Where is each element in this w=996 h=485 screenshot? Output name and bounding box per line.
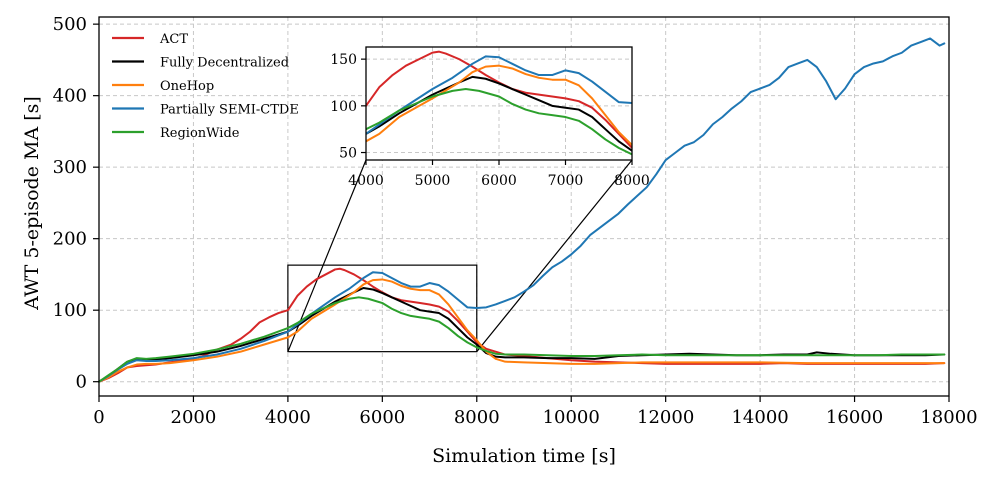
inset-x-tick-label: 4000	[348, 173, 384, 189]
x-tick-label: 2000	[171, 407, 217, 428]
legend-label-partially-semi-ctde: Partially SEMI-CTDE	[160, 103, 299, 118]
x-tick-label: 14000	[731, 407, 788, 428]
legend-label-onehop: OneHop	[160, 79, 214, 94]
legend-label-regionwide: RegionWide	[160, 126, 240, 141]
inset-y-tick-label: 100	[330, 99, 357, 115]
inset-series-group	[366, 50, 632, 156]
x-axis-label: Simulation time [s]	[432, 445, 616, 467]
y-axis-label: AWT 5-episode MA [s]	[21, 96, 43, 311]
legend-label-fully-decentralized: Fully Decentralized	[160, 56, 289, 71]
x-tick-label: 10000	[543, 407, 600, 428]
y-tick-label: 0	[76, 372, 87, 393]
inset-series-line-act	[366, 50, 632, 150]
inset-axes: 4000 5000 6000 7000 8000 50 100 150	[330, 46, 650, 189]
y-tick-label: 400	[53, 86, 87, 107]
x-tick-label: 4000	[265, 407, 311, 428]
inset-y-tick-label: 50	[339, 146, 357, 162]
x-tick-label: 0	[93, 407, 104, 428]
inset-x-tick-label: 5000	[415, 173, 451, 189]
inset-y-tick-label: 150	[330, 52, 357, 68]
x-tick-label: 18000	[920, 407, 977, 428]
series-group	[98, 37, 946, 383]
inset-series-line-regionwide	[366, 88, 632, 156]
x-tick-label: 8000	[454, 407, 500, 428]
legend: ACT Fully Decentralized OneHop Partially SE…	[112, 32, 299, 141]
zoom-connector-line	[476, 159, 633, 353]
inset-x-tick-label: 8000	[614, 173, 650, 189]
inset-series-line-partially-semi-ctde	[366, 55, 632, 135]
series-line-onehop	[98, 278, 946, 383]
legend-label-act: ACT	[159, 32, 188, 47]
y-tick-label: 100	[53, 300, 87, 321]
axes: 0 2000 4000 6000 8000 10000 12000 14000 16000 180…	[53, 14, 978, 428]
inset-x-tick-label: 7000	[548, 173, 584, 189]
y-tick-label: 300	[53, 157, 87, 178]
x-tick-label: 6000	[359, 407, 405, 428]
x-tick-label: 16000	[826, 407, 883, 428]
x-tick-label: 12000	[637, 407, 694, 428]
plot-frame	[98, 16, 950, 397]
inset-x-tick-label: 6000	[481, 173, 517, 189]
series-line-regionwide	[98, 296, 946, 383]
y-tick-label: 200	[53, 229, 87, 250]
inset-series-line-fully-decentralized	[366, 75, 632, 152]
y-tick-label: 500	[53, 14, 87, 35]
